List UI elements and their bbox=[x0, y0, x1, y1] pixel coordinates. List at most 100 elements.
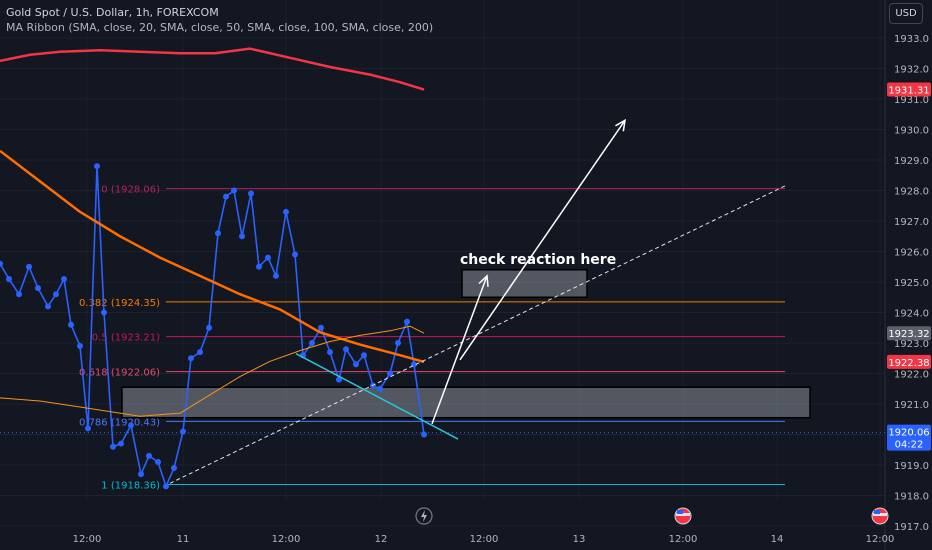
price-point bbox=[353, 361, 359, 368]
arrow-head bbox=[615, 118, 626, 132]
sma-line bbox=[0, 47, 425, 91]
arrow-line[interactable] bbox=[431, 275, 488, 425]
price-point bbox=[370, 382, 376, 389]
price-line bbox=[0, 165, 425, 488]
y-tick-label: 1929.0 bbox=[894, 156, 929, 167]
price-point bbox=[138, 471, 144, 478]
price-badge bbox=[887, 424, 931, 451]
x-tick-label: 12 bbox=[375, 534, 388, 545]
x-tick-label: 12:00 bbox=[73, 534, 102, 545]
y-tick-label: 1932.0 bbox=[894, 65, 929, 76]
price-point bbox=[16, 291, 22, 298]
price-point bbox=[421, 431, 427, 438]
arrow-line[interactable] bbox=[459, 119, 626, 361]
y-tick-label: 1919.0 bbox=[894, 461, 929, 472]
price-point bbox=[35, 285, 41, 292]
fib-level-label: 1 (1918.36) bbox=[101, 481, 160, 492]
y-tick-label: 1925.0 bbox=[894, 278, 929, 289]
price-point bbox=[118, 440, 124, 447]
price-point bbox=[146, 452, 152, 459]
x-tick-label: 14 bbox=[771, 534, 784, 545]
price-point bbox=[248, 190, 254, 197]
price-point bbox=[6, 275, 12, 282]
annotation-check-reaction[interactable]: check reaction here bbox=[460, 252, 616, 268]
price-point bbox=[128, 422, 134, 429]
price-point bbox=[343, 346, 349, 353]
time-axis[interactable]: 12:00 11 12:00 12 12:00 13 12:00 14 12:00 bbox=[73, 534, 895, 545]
y-tick-label: 1933.0 bbox=[894, 34, 929, 45]
price-point bbox=[163, 483, 169, 490]
price-badge-label: 1931.31 bbox=[888, 86, 929, 97]
price-badge-countdown: 04:22 bbox=[895, 440, 924, 451]
price-point bbox=[273, 272, 279, 279]
y-tick-label: 1922.0 bbox=[894, 370, 929, 381]
price-point bbox=[327, 349, 333, 356]
price-point bbox=[206, 324, 212, 331]
price-point bbox=[0, 260, 3, 267]
price-badge bbox=[887, 354, 931, 369]
price-point bbox=[61, 275, 67, 282]
currency-button[interactable]: USD bbox=[889, 3, 923, 24]
price-badge-label: 1922.38 bbox=[888, 358, 929, 369]
price-badge-label: 1920.06 bbox=[888, 428, 929, 439]
fib-level-label: 0.786 (1920.43) bbox=[79, 417, 160, 428]
x-tick-label: 12:00 bbox=[272, 534, 301, 545]
price-point bbox=[85, 425, 91, 432]
x-tick-label: 12:00 bbox=[669, 534, 698, 545]
drawings[interactable] bbox=[169, 118, 786, 484]
price-point bbox=[171, 465, 177, 472]
y-tick-label: 1923.0 bbox=[894, 339, 929, 350]
y-tick-label: 1931.0 bbox=[894, 95, 929, 106]
support-zone[interactable] bbox=[121, 386, 811, 419]
price-point bbox=[77, 343, 83, 350]
trendline-dashed[interactable] bbox=[169, 185, 786, 484]
price-point bbox=[283, 208, 289, 215]
price-point bbox=[53, 291, 59, 298]
y-tick-label: 1918.0 bbox=[894, 492, 929, 503]
price-point bbox=[292, 251, 298, 258]
x-tick-label: 11 bbox=[177, 534, 190, 545]
fib-level-label: 0.382 (1924.35) bbox=[79, 298, 160, 309]
sma-line bbox=[0, 149, 425, 364]
price-point bbox=[197, 349, 203, 356]
trendline-cyan[interactable] bbox=[295, 353, 459, 440]
price-point bbox=[223, 193, 229, 200]
arrow-head bbox=[478, 274, 489, 287]
price-point bbox=[256, 263, 262, 270]
price-point bbox=[361, 352, 367, 359]
sma-line bbox=[0, 325, 425, 417]
us-flag-event-icon[interactable] bbox=[674, 507, 692, 525]
us-flag-event-icon[interactable] bbox=[871, 507, 889, 525]
price-point bbox=[101, 309, 107, 316]
target-zone[interactable] bbox=[461, 269, 588, 298]
price-point bbox=[377, 385, 383, 392]
price-point bbox=[215, 230, 221, 237]
price-point bbox=[94, 163, 100, 170]
grid bbox=[0, 37, 885, 527]
fib-level-label: 0.618 (1922.06) bbox=[79, 368, 160, 379]
series bbox=[0, 47, 427, 490]
indicator-legend[interactable]: MA Ribbon (SMA, close, 20, SMA, close, 5… bbox=[6, 21, 434, 34]
price-point bbox=[336, 376, 342, 383]
y-tick-label: 1917.0 bbox=[894, 522, 929, 533]
chart-title: Gold Spot / U.S. Dollar, 1h, FOREXCOM bbox=[6, 6, 219, 19]
x-tick-label: 12:00 bbox=[866, 534, 895, 545]
fib-retracement[interactable]: 0 (1928.06) 0.382 (1924.35) 0.5 (1923.21) 0… bbox=[79, 185, 785, 492]
price-axis[interactable]: 1917.01918.01919.01920.01921.01922.01923… bbox=[884, 0, 929, 550]
price-point bbox=[318, 324, 324, 331]
price-point bbox=[239, 233, 245, 240]
y-tick-label: 1924.0 bbox=[894, 309, 929, 320]
price-point bbox=[188, 355, 194, 362]
x-tick-label: 13 bbox=[573, 534, 586, 545]
y-tick-label: 1928.0 bbox=[894, 187, 929, 198]
y-tick-label: 1930.0 bbox=[894, 126, 929, 137]
price-point bbox=[180, 428, 186, 435]
price-point bbox=[155, 458, 161, 465]
y-tick-label: 1921.0 bbox=[894, 400, 929, 411]
price-badge bbox=[887, 82, 931, 97]
zones[interactable] bbox=[121, 269, 811, 419]
lightning-icon[interactable] bbox=[415, 507, 433, 525]
